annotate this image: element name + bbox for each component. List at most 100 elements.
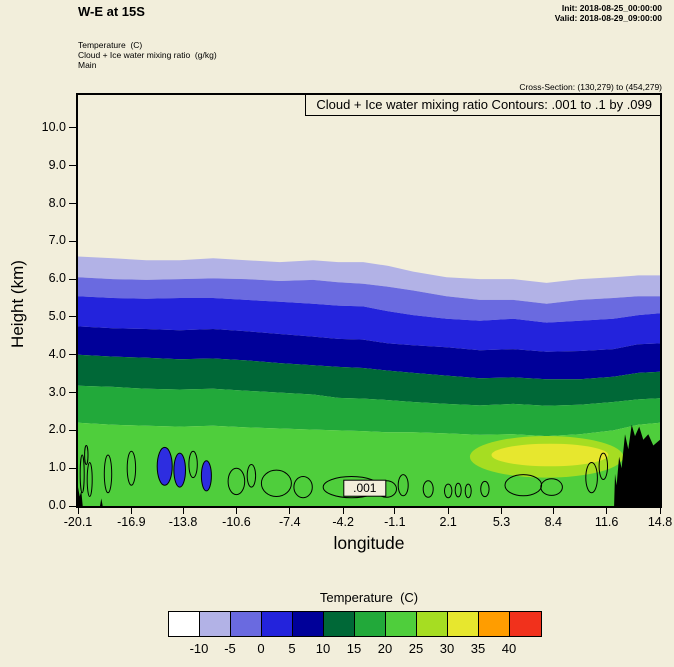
x-axis-tick	[235, 508, 237, 514]
cloud-contour-blob	[480, 480, 490, 498]
colorbar-cell	[479, 612, 510, 636]
cloud-contour-blob	[126, 450, 137, 486]
y-axis-tick	[69, 316, 76, 318]
y-axis-tick	[69, 467, 76, 469]
y-axis-tick-label: 9.0	[48, 157, 66, 172]
y-axis-tick	[69, 354, 76, 356]
x-axis-tick-label: -7.4	[279, 515, 301, 529]
field-line-main: Main	[78, 60, 97, 70]
x-axis-tick-label: 14.8	[647, 515, 673, 529]
x-axis-tick-label: 2.1	[439, 515, 457, 529]
y-axis-tick	[69, 203, 76, 205]
warm-patch-30c	[491, 443, 609, 467]
colorbar-tick-label: 20	[377, 641, 393, 656]
x-axis-title: longitude	[333, 533, 405, 553]
y-axis-tick-label: 0.0	[48, 498, 66, 512]
terrain-silhouette	[78, 487, 83, 506]
cloud-contour-blob	[454, 482, 462, 498]
colorbar-tick-label: 5	[288, 641, 296, 656]
y-axis-tick-label: 1.0	[48, 460, 66, 475]
cloud-contour-blob	[79, 454, 85, 494]
x-axis-tick-label: -4.2	[332, 515, 354, 529]
cloud-contour-blob	[188, 450, 198, 479]
colorbar-tick-label: 0	[257, 641, 265, 656]
y-axis-tick	[69, 127, 76, 129]
colorbar-cell	[417, 612, 448, 636]
colorbar-tick-label: 10	[315, 641, 331, 656]
colorbar-tick-labels: -10 -5 0 5 10 15 20 25 30 35 40	[168, 641, 542, 657]
y-axis-tick	[69, 278, 76, 280]
y-axis-tick	[69, 165, 76, 167]
x-axis-tick	[289, 508, 291, 514]
cloud-contour-blob	[173, 452, 186, 488]
y-axis-tick-label: 2.0	[48, 422, 66, 437]
cloud-contour-blob	[200, 460, 212, 492]
colorbar-title: Temperature (C)	[319, 590, 419, 605]
cloud-contour-blob	[293, 476, 313, 499]
cross-section-label: Cross-Section: (130,279) to (454,279)	[519, 82, 662, 92]
x-axis-tick-label: -20.1	[63, 515, 93, 529]
cloud-contour-blob	[260, 469, 292, 497]
cloud-contour-blob	[84, 445, 89, 465]
y-axis-tick	[69, 240, 76, 242]
cloud-contour-blob	[156, 446, 173, 486]
y-axis-tick-label: 3.0	[48, 384, 66, 399]
temperature-band-10c	[78, 354, 660, 406]
colorbar-tick-label: -5	[224, 641, 236, 656]
colorbar-tick-label: 40	[501, 641, 517, 656]
temperature-band-0c	[78, 296, 660, 352]
cloud-contour-blob	[504, 474, 543, 497]
cloud-contour-blob	[444, 483, 453, 499]
contour-label: .001	[353, 481, 377, 495]
x-axis-tick-label: -10.6	[222, 515, 251, 529]
colorbar-cell	[324, 612, 355, 636]
cloud-contour-blob	[598, 452, 608, 480]
terrain-silhouette	[614, 424, 660, 506]
y-axis-tick-label: 10.0	[41, 119, 66, 134]
y-axis-tick-label: 7.0	[48, 233, 66, 248]
x-axis-tick	[342, 508, 344, 514]
colorbar-cell	[386, 612, 417, 636]
field-line-temperature: Temperature (C)	[78, 40, 143, 50]
x-axis-tick	[77, 508, 79, 514]
figure-title: W-E at 15S	[78, 4, 145, 19]
colorbar	[168, 611, 542, 637]
y-axis-tick	[69, 392, 76, 394]
x-axis-tick	[501, 508, 503, 514]
valid-time-label: Valid: 2018-08-29_09:00:00	[554, 13, 662, 23]
x-axis-tick-label: -16.9	[117, 515, 146, 529]
x-axis-tick	[130, 508, 132, 514]
x-axis-tick	[659, 508, 661, 514]
init-time-label: Init: 2018-08-25_00:00:00	[561, 3, 662, 13]
colorbar-tick-label: 35	[470, 641, 486, 656]
field-line-cloud-ice: Cloud + Ice water mixing ratio (g/kg)	[78, 50, 217, 60]
x-axis-tick-label: 11.6	[594, 515, 619, 529]
x-axis-tick	[182, 508, 184, 514]
cross-section-contour-plot: .001	[78, 256, 660, 506]
y-axis-tick	[69, 429, 76, 431]
colorbar-cell	[231, 612, 262, 636]
temperature-band--10c	[78, 256, 660, 304]
terrain-silhouette	[100, 498, 103, 506]
y-axis-tick-label: 5.0	[48, 308, 66, 323]
x-axis-tick-label: 5.3	[492, 515, 511, 529]
run-times: Init: 2018-08-25_00:00:00 Valid: 2018-08…	[555, 3, 662, 23]
field-list: Temperature (C) Cloud + Ice water mixing…	[78, 40, 217, 70]
plot-area: .001 Cloud + Ice water mixing ratio Cont…	[76, 93, 662, 508]
y-axis-title: Height (km)	[8, 260, 27, 348]
x-axis-tick-label: 8.4	[544, 515, 562, 529]
x-axis-tick	[394, 508, 396, 514]
colorbar-cell	[262, 612, 293, 636]
y-axis-tick	[69, 505, 76, 507]
y-axis-tick-label: 4.0	[48, 346, 66, 361]
x-axis-tick	[447, 508, 449, 514]
cloud-contour-blob	[397, 474, 409, 497]
contour-label-box	[343, 479, 387, 497]
temperature-band-5c	[78, 326, 660, 380]
cloud-contour-blob	[540, 478, 563, 496]
colorbar-tick-label: 30	[439, 641, 455, 656]
colorbar-cell	[355, 612, 386, 636]
cloud-contour-blob	[227, 467, 246, 496]
x-axis-tick-label: -13.8	[168, 515, 198, 529]
colorbar-tick-label: 15	[346, 641, 362, 656]
